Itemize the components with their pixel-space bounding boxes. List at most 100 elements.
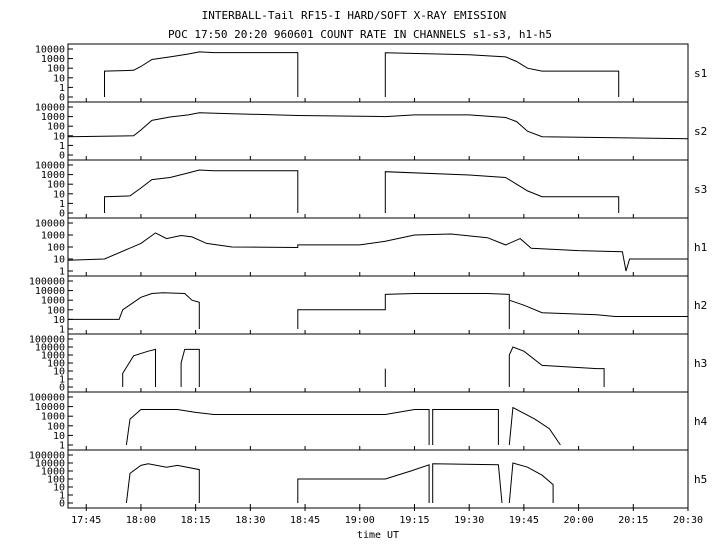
x-tick-label: 20:30: [673, 515, 703, 526]
panel-frame: [67, 391, 689, 451]
x-tick-label: 18:00: [126, 515, 156, 526]
y-tick-label: 10: [53, 73, 65, 84]
x-tick-label: 18:45: [290, 515, 320, 526]
y-tick-label: 1000: [41, 231, 65, 242]
y-tick-label: 100: [47, 64, 65, 75]
y-tick-label: 1: [59, 325, 65, 336]
series-h2-trace: [68, 292, 200, 329]
channel-label: s2: [694, 125, 707, 138]
y-tick-label: 10000: [35, 402, 65, 413]
series-h3-trace: [122, 348, 156, 387]
x-tick-label: 18:15: [181, 515, 211, 526]
series-h2-trace: [509, 299, 688, 317]
y-tick-label: 100: [47, 122, 65, 133]
y-tick-label: 1: [59, 267, 65, 278]
y-tick-label: 1000: [41, 54, 65, 65]
y-tick-label: 10000: [35, 219, 65, 230]
chart-subtitle: POC 17:50 20:20 960601 COUNT RATE IN CHA…: [168, 28, 552, 41]
y-tick-label: 10: [53, 315, 65, 326]
y-tick-label: 100000: [29, 393, 65, 404]
x-axis: 17:45 18:00 18:15 18:30 18:45 19:00 19:15 19:30…: [71, 508, 703, 526]
series-h4-trace: [125, 409, 430, 446]
series-h4-trace: [508, 406, 561, 446]
y-tick-label: 1000: [41, 467, 65, 478]
y-tick-label: 0: [59, 151, 65, 162]
chart-title: INTERBALL-Tail RF15-I HARD/SOFT X-RAY EM…: [202, 9, 507, 22]
y-tick-label: 10: [53, 367, 65, 378]
y-tick-label: 100: [47, 243, 65, 254]
series-h5-trace: [508, 462, 554, 504]
y-tick-label: 1000: [41, 412, 65, 423]
x-tick-label: 17:45: [71, 515, 101, 526]
panel-frame: [67, 43, 689, 103]
y-tick-label: 100: [47, 475, 65, 486]
y-tick-label: 10000: [35, 286, 65, 297]
channel-label: s1: [694, 67, 707, 80]
x-tick-label: 20:00: [564, 515, 594, 526]
y-tick-label: 1000: [41, 296, 65, 307]
x-axis-label: time UT: [357, 530, 399, 541]
x-tick-label: 19:45: [509, 515, 539, 526]
series-h1-trace: [67, 232, 688, 272]
y-tick-label: 100000: [29, 335, 65, 346]
y-tick-label: 100000: [29, 451, 65, 462]
y-tick-label: 100000: [29, 277, 65, 288]
y-tick-label: 0: [59, 209, 65, 220]
y-tick-label: 0: [59, 93, 65, 104]
y-tick-label: 10: [53, 431, 65, 442]
x-tick-label: 19:30: [454, 515, 484, 526]
x-tick-label: 18:30: [235, 515, 265, 526]
y-tick-label: 1000: [41, 351, 65, 362]
x-tick-label: 20:15: [618, 515, 648, 526]
y-tick-label: 10: [53, 483, 65, 494]
panel-frame: [67, 275, 689, 335]
series-s3-trace: [384, 171, 620, 213]
series-h5-trace: [297, 464, 430, 503]
y-tick-label: 1000: [41, 112, 65, 123]
x-tick-label: 19:15: [399, 515, 429, 526]
series-h2-trace: [297, 293, 510, 329]
y-tick-label: 10: [53, 131, 65, 142]
y-tick-label: 1: [59, 83, 65, 94]
y-tick-label: 1: [59, 441, 65, 452]
y-tick-label: 100: [47, 421, 65, 432]
y-tick-label: 10000: [35, 459, 65, 470]
x-tick-label: 19:00: [345, 515, 375, 526]
series-s3-trace: [104, 169, 299, 213]
channel-label: h5: [694, 473, 707, 486]
series-s1-trace: [384, 52, 620, 97]
y-tick-label: 10000: [35, 161, 65, 172]
y-tick-label: 1: [59, 491, 65, 502]
panel-stack: 1000010001001010s11000010001001010s21000…: [29, 43, 708, 510]
panel-frame: [67, 159, 689, 219]
y-tick-label: 100: [47, 359, 65, 370]
y-tick-label: 0: [59, 383, 65, 394]
y-tick-label: 10000: [35, 343, 65, 354]
channel-label: h3: [694, 357, 707, 370]
y-tick-label: 10: [53, 255, 65, 266]
y-tick-label: 0: [59, 499, 65, 510]
y-tick-label: 100: [47, 180, 65, 191]
panel-frame: [67, 217, 689, 277]
series-h5-trace: [432, 463, 503, 504]
channel-label: h4: [694, 415, 708, 428]
y-tick-label: 1: [59, 375, 65, 386]
y-tick-label: 1000: [41, 170, 65, 181]
series-s1-trace: [104, 51, 299, 97]
y-tick-label: 10000: [35, 103, 65, 114]
series-h3-trace: [180, 348, 200, 387]
y-tick-label: 10000: [35, 45, 65, 56]
y-tick-label: 1: [59, 141, 65, 152]
panel-frame: [67, 101, 689, 161]
channel-label: h1: [694, 241, 707, 254]
series-h3-trace: [508, 346, 605, 387]
channel-label: s3: [694, 183, 707, 196]
series-s2-trace: [67, 112, 689, 140]
